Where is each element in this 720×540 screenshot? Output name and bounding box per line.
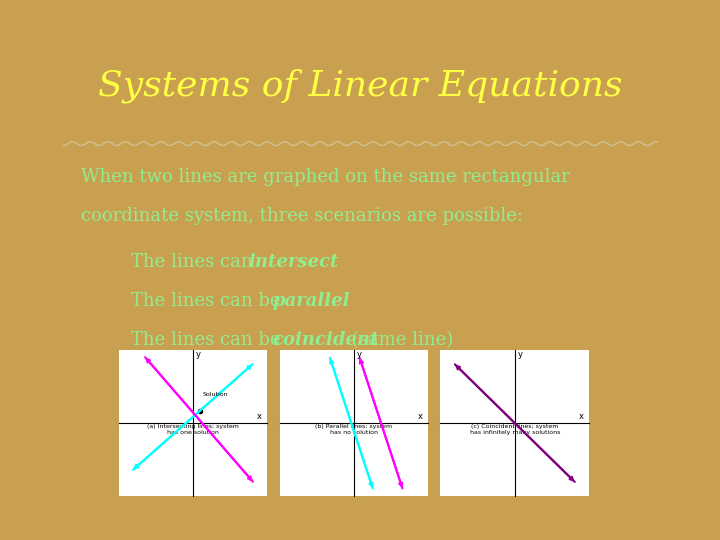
- Text: intersect: intersect: [248, 253, 339, 271]
- Text: .: .: [310, 253, 316, 271]
- Text: y: y: [195, 350, 200, 360]
- Text: Systems of Linear Equations: Systems of Linear Equations: [98, 68, 622, 103]
- Text: The lines can be: The lines can be: [131, 292, 286, 310]
- X-axis label: (c) Coincident lines; system
has infinitely many solutions: (c) Coincident lines; system has infinit…: [469, 424, 560, 435]
- Text: x: x: [257, 413, 262, 421]
- Text: y: y: [356, 350, 361, 360]
- Text: x: x: [579, 413, 584, 421]
- Text: coincident: coincident: [272, 330, 379, 349]
- Text: The lines can: The lines can: [131, 253, 258, 271]
- Text: The lines can be: The lines can be: [131, 330, 286, 349]
- Text: .: .: [330, 292, 336, 310]
- Text: x: x: [418, 413, 423, 421]
- Text: parallel: parallel: [272, 292, 350, 310]
- Text: (same line): (same line): [346, 330, 454, 349]
- Text: Solution: Solution: [203, 393, 228, 397]
- X-axis label: (a) Intersecting lines; system
has one solution: (a) Intersecting lines; system has one s…: [147, 424, 239, 435]
- Text: When two lines are graphed on the same rectangular: When two lines are graphed on the same r…: [81, 168, 570, 186]
- Text: coordinate system, three scenarios are possible:: coordinate system, three scenarios are p…: [81, 207, 523, 225]
- X-axis label: (b) Parallel lines; system
has no solution: (b) Parallel lines; system has no soluti…: [315, 424, 392, 435]
- Text: y: y: [517, 350, 522, 360]
